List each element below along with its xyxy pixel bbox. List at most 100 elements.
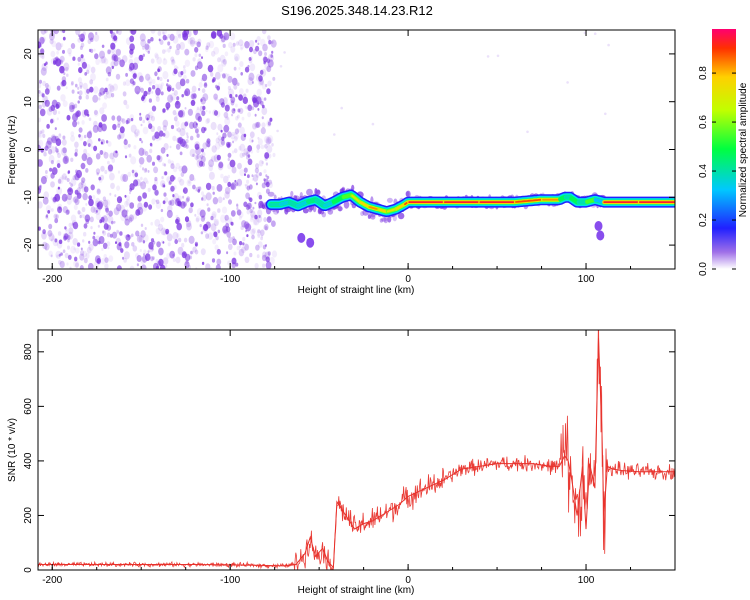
y-tick-label: 0 [23, 146, 34, 152]
noise-speck [45, 140, 52, 149]
noise-speck [89, 216, 94, 223]
noise-speck [241, 116, 245, 121]
noise-speck [201, 261, 205, 265]
noise-speck [172, 253, 175, 257]
noise-speck [224, 117, 231, 126]
noise-speck [64, 252, 69, 259]
colorbar-tick-label: 0.4 [698, 164, 709, 178]
noise-speck [173, 90, 178, 96]
noise-speck [54, 238, 58, 243]
noise-speck [239, 245, 242, 248]
noise-speck [159, 136, 162, 141]
noise-speck [151, 91, 154, 94]
noise-speck [140, 140, 144, 144]
noise-speck [266, 88, 271, 95]
noise-speck [63, 62, 70, 71]
noise-speck [109, 233, 113, 238]
noise-speck [260, 127, 266, 135]
noise-speck [155, 96, 160, 102]
noise-speck [48, 250, 53, 257]
noise-speck [70, 135, 75, 142]
noise-speck [234, 131, 237, 136]
noise-speck [79, 85, 83, 89]
noise-speck [82, 214, 85, 219]
noise-speck [82, 250, 88, 258]
noise-speck [97, 224, 100, 228]
noise-speck [99, 50, 105, 59]
noise-speck [50, 181, 55, 188]
noise-speck [137, 206, 144, 216]
noise-speck [121, 118, 126, 124]
noise-speck [137, 202, 143, 210]
noise-speck [39, 108, 46, 117]
trace-core-segment [287, 200, 299, 208]
noise-speck [76, 110, 81, 117]
noise-speck [130, 124, 137, 133]
noise-speck [111, 53, 117, 61]
noise-speck [261, 182, 266, 189]
noise-speck [104, 199, 111, 207]
noise-speck [74, 173, 80, 181]
noise-speck [140, 181, 147, 190]
noise-speck [90, 184, 95, 191]
noise-speck [234, 56, 239, 62]
noise-speck [185, 144, 189, 149]
noise-speck [237, 162, 242, 170]
noise-speck [257, 233, 261, 239]
noise-speck [271, 50, 274, 54]
trace-halo [343, 200, 350, 209]
noise-speck [57, 231, 62, 236]
noise-speck [227, 75, 233, 83]
trace-halo [327, 208, 334, 215]
noise-speck [201, 197, 204, 201]
noise-speck [108, 255, 114, 262]
noise-speck [208, 171, 215, 180]
noise-speck [54, 218, 59, 224]
noise-speck [155, 134, 161, 142]
noise-speck [155, 265, 160, 269]
noise-speck [230, 45, 236, 53]
noise-speck [196, 41, 201, 48]
noise-speck [46, 123, 50, 129]
noise-speck [125, 79, 131, 87]
noise-speck [184, 59, 191, 67]
y-tick-label: -10 [23, 190, 34, 205]
noise-speck [201, 194, 207, 202]
noise-speck [85, 218, 90, 225]
noise-speck [132, 73, 137, 79]
noise-speck [99, 56, 106, 64]
noise-speck [62, 156, 69, 165]
noise-speck [190, 70, 196, 77]
noise-speck [138, 157, 145, 165]
noise-speck [77, 91, 80, 94]
noise-speck [40, 176, 47, 185]
noise-speck [225, 219, 228, 224]
noise-speck [208, 159, 215, 168]
noise-speck [124, 155, 128, 159]
noise-speck [162, 119, 169, 128]
noise-speck [103, 253, 107, 259]
noise-speck [70, 82, 74, 86]
trace-halo [351, 184, 355, 192]
noise-speck [233, 251, 237, 256]
noise-speck [63, 234, 68, 240]
noise-speck [201, 191, 204, 196]
noise-speck [42, 80, 47, 87]
noise-speck [158, 223, 164, 231]
noise-speck [162, 31, 165, 35]
trace-halo [370, 214, 376, 220]
noise-speck [44, 99, 50, 107]
noise-speck [204, 82, 208, 87]
noise-speck [85, 94, 90, 100]
noise-speck [249, 208, 253, 214]
noise-speck [110, 182, 115, 190]
noise-speck [147, 90, 151, 95]
noise-speck [169, 33, 175, 42]
noise-speck [194, 154, 199, 161]
noise-speck [566, 81, 569, 84]
trace-peak-segment [395, 204, 405, 210]
noise-speck [189, 255, 193, 260]
noise-speck [49, 167, 53, 172]
noise-speck [65, 197, 68, 201]
noise-speck [236, 128, 240, 133]
